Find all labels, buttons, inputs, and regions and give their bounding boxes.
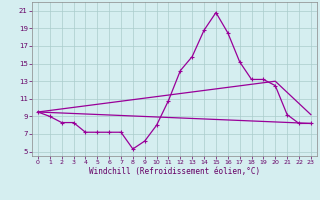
- X-axis label: Windchill (Refroidissement éolien,°C): Windchill (Refroidissement éolien,°C): [89, 167, 260, 176]
